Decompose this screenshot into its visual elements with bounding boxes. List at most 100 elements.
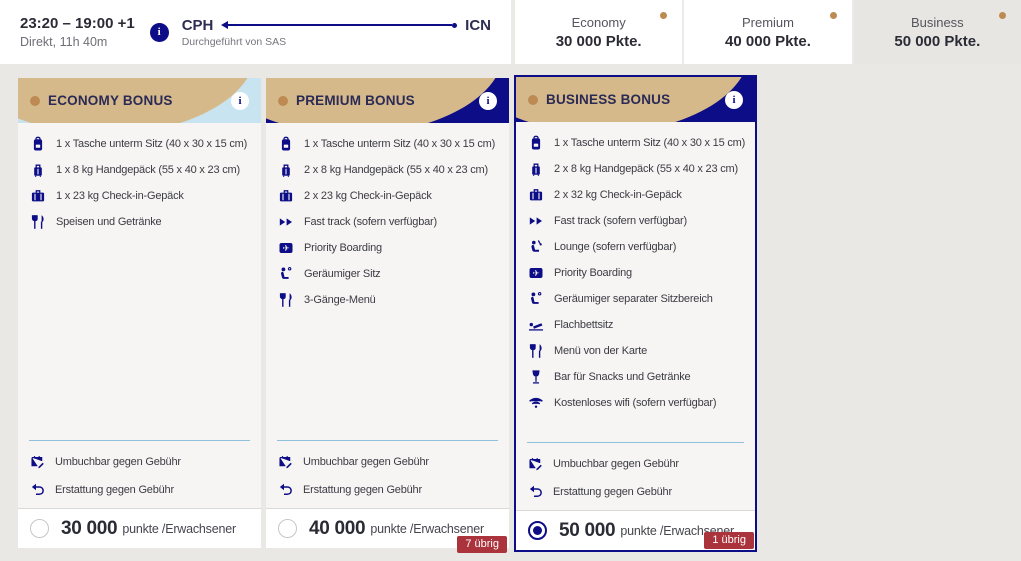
feature-item: 2 x 8 kg Handgepäck (55 x 40 x 23 cm) — [528, 161, 747, 177]
feature-text: Speisen und Getränke — [56, 216, 162, 228]
underseat-bag-icon — [278, 136, 294, 152]
meal-icon — [278, 292, 294, 308]
flight-duration: Direkt, 11h 40m — [20, 35, 108, 49]
feature-text: Bar für Snacks und Getränke — [554, 371, 691, 383]
feature-item: Menü von der Karte — [528, 343, 747, 359]
tab-label: Premium — [741, 14, 794, 30]
fare-card-header: ECONOMY BONUS — [18, 78, 261, 123]
fast-track-icon — [528, 213, 544, 229]
feature-item: 1 x 8 kg Handgepäck (55 x 40 x 23 cm) — [30, 162, 253, 178]
price-row[interactable]: 30 000 punkte /Erwachsener — [18, 508, 261, 548]
tab-label: Business — [910, 14, 964, 30]
priority-boarding-icon: ✈ — [528, 265, 544, 281]
tab-business[interactable]: Business 50 000 Pkte. — [851, 0, 1021, 64]
policy-item: Erstattung gegen Gebühr — [278, 482, 497, 497]
policy-text: Erstattung gegen Gebühr — [553, 485, 672, 498]
feature-text: 1 x 8 kg Handgepäck (55 x 40 x 23 cm) — [56, 164, 240, 176]
feature-item: Fast track (sofern verfügbar) — [278, 214, 501, 230]
price-row[interactable]: 40 000 punkte /Erwachsener 7 übrig — [266, 508, 509, 553]
info-icon[interactable] — [725, 90, 743, 109]
policy-list: Umbuchbar gegen Gebühr Erstattung gegen G… — [277, 440, 498, 508]
flat-bed-icon — [528, 317, 544, 333]
feature-item: 3-Gänge-Menü — [278, 292, 501, 308]
underseat-bag-icon — [30, 136, 46, 152]
feature-item: 1 x Tasche unterm Sitz (40 x 30 x 15 cm) — [278, 136, 501, 152]
feature-item: Speisen und Getränke — [30, 214, 253, 230]
feature-text: Menü von der Karte — [554, 345, 648, 357]
bonus-dot-icon — [528, 94, 538, 105]
route-line — [221, 21, 458, 29]
fare-card: BUSINESS BONUS 1 x Tasche unterm Sitz (4… — [514, 75, 757, 552]
fare-radio[interactable] — [30, 519, 49, 538]
flight-times: 23:20 – 19:00 +1 — [20, 15, 135, 32]
refund-icon — [278, 482, 293, 497]
bonus-dot-icon — [30, 95, 40, 106]
fare-card-title: ECONOMY BONUS — [48, 93, 173, 108]
price-unit: punkte /Erwachsener — [370, 521, 484, 536]
feature-text: Flachbettsitz — [554, 319, 614, 331]
feature-text: 2 x 8 kg Handgepäck (55 x 40 x 23 cm) — [554, 163, 738, 175]
tab-dot-icon — [829, 12, 837, 19]
flight-summary-bar: 23:20 – 19:00 +1 Direkt, 11h 40m CPH ICN… — [0, 0, 1021, 64]
seat-icon — [278, 266, 294, 282]
tab-label: Economy — [571, 14, 626, 30]
feature-item: 2 x 8 kg Handgepäck (55 x 40 x 23 cm) — [278, 162, 501, 178]
feature-text: 2 x 32 kg Check-in-Gepäck — [554, 189, 682, 201]
info-icon[interactable] — [149, 22, 169, 42]
feature-item: Flachbettsitz — [528, 317, 747, 333]
feature-item: ✈ Priority Boarding — [528, 265, 747, 281]
tab-dot-icon — [998, 12, 1006, 19]
flight-times-block: 23:20 – 19:00 +1 Direkt, 11h 40m — [20, 15, 135, 49]
tab-economy[interactable]: Economy 30 000 Pkte. — [513, 0, 683, 64]
wifi-icon — [528, 395, 544, 411]
fare-tabs: Economy 30 000 Pkte. Premium 40 000 Pkte… — [513, 0, 1021, 64]
feature-text: 3-Gänge-Menü — [304, 294, 376, 306]
policy-item: Umbuchbar gegen Gebühr — [528, 456, 743, 471]
price-value: 30 000 — [61, 517, 118, 539]
svg-text:✈: ✈ — [532, 268, 540, 278]
feature-text: 2 x 23 kg Check-in-Gepäck — [304, 190, 432, 202]
policy-text: Umbuchbar gegen Gebühr — [553, 457, 679, 470]
rebook-icon — [528, 456, 543, 471]
feature-list: 1 x Tasche unterm Sitz (40 x 30 x 15 cm)… — [266, 123, 509, 316]
feature-item: 2 x 32 kg Check-in-Gepäck — [528, 187, 747, 203]
feature-text: Priority Boarding — [304, 242, 382, 254]
info-icon[interactable] — [231, 91, 249, 110]
price-row[interactable]: 50 000 punkte /Erwachsener 1 übrig — [516, 510, 755, 550]
destination-code: ICN — [465, 16, 491, 34]
route-dot-icon — [452, 22, 458, 28]
feature-text: Priority Boarding — [554, 267, 632, 279]
bar-icon — [528, 369, 544, 385]
feature-item: 1 x 23 kg Check-in-Gepäck — [30, 188, 253, 204]
fare-radio[interactable] — [528, 521, 547, 540]
price-value: 40 000 — [309, 517, 366, 539]
seats-left-badge: 7 übrig — [457, 536, 507, 553]
fare-radio[interactable] — [278, 519, 297, 538]
feature-text: Kostenloses wifi (sofern verfügbar) — [554, 397, 717, 409]
feature-text: 1 x Tasche unterm Sitz (40 x 30 x 15 cm) — [554, 137, 746, 149]
fast-track-icon — [278, 214, 294, 230]
rebook-icon — [30, 454, 45, 469]
feature-item: Bar für Snacks und Getränke — [528, 369, 747, 385]
policy-list: Umbuchbar gegen Gebühr Erstattung gegen G… — [29, 440, 250, 508]
priority-boarding-icon: ✈ — [278, 240, 294, 256]
flight-info-section: 23:20 – 19:00 +1 Direkt, 11h 40m CPH ICN… — [0, 0, 513, 64]
tab-price: 30 000 Pkte. — [555, 32, 642, 50]
tab-premium[interactable]: Premium 40 000 Pkte. — [682, 0, 852, 64]
fare-card-title: PREMIUM BONUS — [296, 93, 415, 108]
carryon-bag-icon — [30, 162, 46, 178]
feature-text: Fast track (sofern verfügbar) — [554, 215, 687, 227]
refund-icon — [30, 482, 45, 497]
price-unit: punkte /Erwachsener — [122, 521, 236, 536]
policy-text: Umbuchbar gegen Gebühr — [55, 455, 181, 468]
feature-text: 1 x Tasche unterm Sitz (40 x 30 x 15 cm) — [56, 138, 248, 150]
feature-text: 1 x 23 kg Check-in-Gepäck — [56, 190, 184, 202]
underseat-bag-icon — [528, 135, 544, 151]
route-arrow-icon — [221, 21, 229, 29]
seats-left-badge: 1 übrig — [704, 532, 754, 549]
feature-text: 1 x Tasche unterm Sitz (40 x 30 x 15 cm) — [304, 138, 496, 150]
fare-card: PREMIUM BONUS 1 x Tasche unterm Sitz (40… — [266, 78, 509, 553]
feature-text: Geräumiger Sitz — [304, 268, 381, 280]
info-icon[interactable] — [479, 91, 497, 110]
checked-bag-icon — [30, 188, 46, 204]
